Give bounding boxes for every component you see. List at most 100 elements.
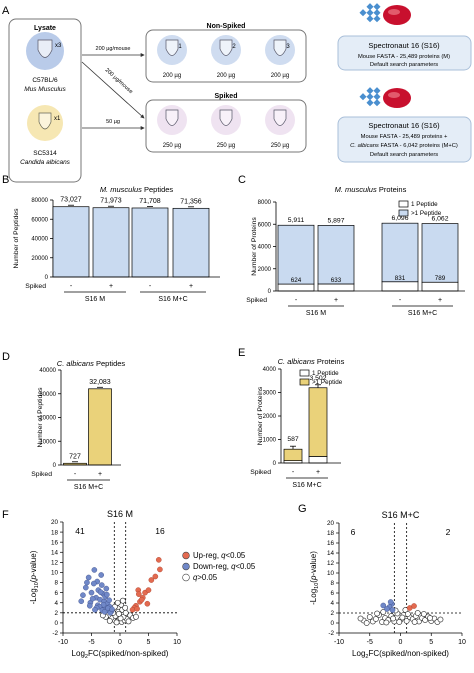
legend-swatch: [398, 209, 409, 217]
y-tick-label: 0: [273, 461, 277, 467]
y-tick-label: 10: [51, 570, 59, 577]
chart-f-volcano-s16m: S16 M -2 0 2 4 6 8 10 12 14 16 18 20 -10 -5 0 5 10 Log2FC(…: [29, 509, 256, 660]
point-not-significant: [106, 617, 113, 624]
group-label: S16 M+C: [292, 482, 321, 489]
y-tick-label: 80000: [31, 198, 48, 204]
point-up-regulated: [152, 573, 159, 580]
nonspiked-title: Non-Spiked: [207, 23, 246, 30]
tube-number: 2: [232, 44, 236, 50]
spectronaut-logo-2: [359, 87, 411, 108]
tube-icon: [219, 109, 233, 126]
bar-total-label: 6,062: [431, 216, 448, 223]
x-tick-label: -5: [367, 639, 373, 646]
tube-amount: 250 µg: [217, 143, 235, 149]
y-tick-label: 60000: [31, 217, 48, 223]
point-down-regulated: [101, 609, 108, 615]
tube-amount: 200 µg: [163, 73, 181, 79]
box2-line3: Default search parameters: [370, 152, 438, 158]
yeast-tube-icon: [38, 112, 52, 130]
point-down-regulated: [106, 597, 112, 604]
x-category-label: +: [438, 297, 442, 304]
x-category-label: -: [292, 469, 295, 476]
tube-icon: [165, 39, 179, 56]
bar-multi-peptide: [421, 223, 459, 283]
y-tick-label: 8000: [258, 200, 272, 206]
tube-amount: 200 µg: [271, 73, 289, 79]
chart-title: M. musculus Peptides: [100, 185, 174, 194]
point-up-regulated: [138, 596, 145, 603]
x-category-label: -: [399, 297, 402, 304]
y-tick-label: 2000: [263, 414, 277, 420]
box2-line1: Mouse FASTA - 25,489 proteins +: [361, 134, 448, 140]
bar-value-label: 71,708: [139, 198, 161, 205]
spiked-row-label: Spiked: [25, 283, 46, 290]
y-tick-label: 2: [54, 610, 58, 617]
bar: [88, 388, 112, 466]
spiked-title: Spiked: [215, 93, 238, 100]
bar-value-label: 71,973: [100, 198, 122, 205]
y-tick-label: 16: [51, 539, 59, 546]
y-tick-label: 0: [268, 289, 272, 295]
point-up-regulated: [157, 566, 163, 573]
legend-marker: [182, 551, 190, 560]
y-tick-label: 8: [54, 580, 58, 587]
legend-label: >1 Peptide: [411, 210, 442, 217]
mouse-species: Mus Musculus: [24, 86, 66, 93]
point-not-significant: [122, 604, 129, 611]
bar-one-peptide: [421, 281, 459, 292]
bar-one-peptide: [308, 456, 328, 464]
bar-multi-peptide: [277, 224, 315, 285]
y-tick-label: 10: [327, 570, 335, 577]
x-tick-label: 0: [399, 639, 403, 646]
x-tick-label: 10: [458, 639, 466, 646]
group-label: S16 M+C: [74, 484, 103, 491]
y-tick-label: 20000: [31, 256, 48, 262]
point-not-significant: [133, 613, 139, 620]
chart-title-italic: M. musculus: [335, 185, 377, 194]
y-tick-label: 4: [330, 600, 334, 607]
y-tick-label: 0: [330, 620, 334, 627]
point-not-significant: [383, 619, 390, 626]
x-tick-label: -10: [58, 639, 68, 646]
chart-c-mouse-proteins: M. musculus Proteins 0 2000 4000 6000 8000 Num…: [246, 185, 465, 317]
x-axis-label: Log2FC(spiked/non-spiked): [352, 649, 449, 660]
bar-one-peptide: [381, 281, 419, 292]
chart-b-mouse-peptides: M. musculus Peptides 0 20000 40000 60000 8000…: [13, 185, 220, 303]
yeast-strain: SC5314: [33, 150, 57, 157]
point-up-regulated: [134, 605, 140, 612]
x-tick-label: 10: [173, 639, 181, 646]
point-down-regulated: [389, 607, 396, 613]
point-not-significant: [403, 618, 410, 624]
y-tick-label: 1000: [263, 438, 277, 444]
y-tick-label: 8: [330, 580, 334, 587]
point-not-significant: [366, 614, 373, 620]
point-not-significant: [390, 615, 397, 622]
tube-icon: [219, 39, 233, 56]
y-tick-label: 0: [45, 275, 49, 281]
point-down-regulated: [109, 606, 115, 613]
panel-label-g: G: [298, 503, 307, 515]
point-not-significant: [113, 619, 120, 626]
bar-multi-peptide: [317, 225, 355, 285]
y-tick-label: 4000: [263, 367, 277, 373]
y-tick-label: -2: [52, 630, 58, 637]
point-down-regulated: [97, 589, 104, 595]
bar-value-label: 32,083: [89, 379, 111, 386]
bar-total-label: 587: [287, 436, 299, 443]
bar-total-label: 5,897: [327, 217, 344, 224]
bar-total-label: 6,096: [391, 215, 408, 222]
yeast-species: Candida albicans: [20, 159, 71, 166]
point-down-regulated: [90, 580, 97, 587]
y-tick-label: 18: [51, 529, 59, 536]
y-tick-label: 30000: [39, 392, 56, 398]
legend-swatch: [299, 369, 310, 377]
point-not-significant: [414, 610, 421, 616]
spiked-row-label: Spiked: [31, 471, 52, 478]
bar-one-peptide-label: 633: [331, 277, 342, 284]
point-not-significant: [357, 615, 364, 622]
spiked-tubes: 250 µg 250 µg 250 µg: [157, 105, 295, 149]
bar-one-peptide-label: 831: [395, 275, 406, 282]
y-tick-label: 4: [54, 600, 58, 607]
legend-marker: [182, 562, 190, 571]
